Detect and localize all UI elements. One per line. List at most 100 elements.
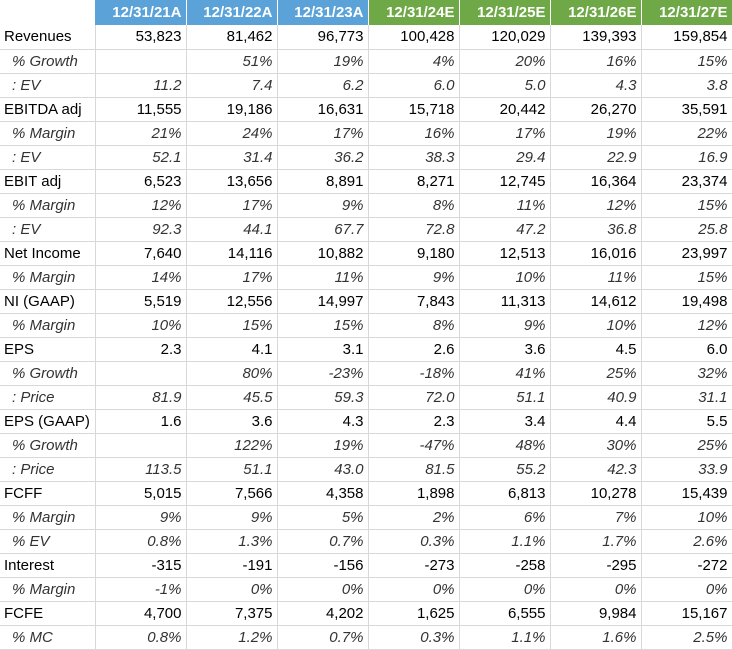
table-cell[interactable]: 3.4 bbox=[459, 409, 551, 434]
table-cell[interactable]: 15% bbox=[641, 265, 732, 290]
table-cell[interactable]: 17% bbox=[186, 265, 278, 290]
table-cell[interactable]: 67.7 bbox=[277, 217, 369, 242]
table-cell[interactable]: 10% bbox=[459, 265, 551, 290]
table-cell[interactable]: 25.8 bbox=[641, 217, 732, 242]
table-cell[interactable]: 10% bbox=[95, 313, 187, 338]
table-cell[interactable]: 16% bbox=[550, 49, 642, 74]
table-cell[interactable]: 12,745 bbox=[459, 169, 551, 194]
table-cell[interactable]: 17% bbox=[277, 121, 369, 146]
table-cell[interactable]: 25% bbox=[550, 361, 642, 386]
table-cell[interactable]: 43.0 bbox=[277, 457, 369, 482]
table-cell[interactable]: 47.2 bbox=[459, 217, 551, 242]
table-cell[interactable]: 0.7% bbox=[277, 529, 369, 554]
table-cell[interactable]: 11% bbox=[277, 265, 369, 290]
row-label[interactable]: EBITDA adj bbox=[0, 97, 96, 122]
table-cell[interactable]: 80% bbox=[186, 361, 278, 386]
row-label[interactable]: % Growth bbox=[0, 433, 96, 458]
table-cell[interactable]: 6.0 bbox=[368, 73, 460, 98]
table-cell[interactable]: 4.5 bbox=[550, 337, 642, 362]
table-cell[interactable]: 10,278 bbox=[550, 481, 642, 506]
table-cell[interactable]: -156 bbox=[277, 553, 369, 578]
table-cell[interactable]: -258 bbox=[459, 553, 551, 578]
table-cell[interactable]: 0% bbox=[641, 577, 732, 602]
row-label[interactable]: : EV bbox=[0, 145, 96, 170]
table-cell[interactable]: 10% bbox=[641, 505, 732, 530]
table-cell[interactable]: 12% bbox=[550, 193, 642, 218]
table-cell[interactable]: 17% bbox=[459, 121, 551, 146]
table-cell[interactable]: 14,116 bbox=[186, 241, 278, 266]
table-cell[interactable]: 2% bbox=[368, 505, 460, 530]
column-header[interactable]: 12/31/26E bbox=[550, 0, 642, 25]
table-cell[interactable]: 1,625 bbox=[368, 601, 460, 626]
column-header[interactable]: 12/31/27E bbox=[641, 0, 732, 25]
table-cell[interactable]: 15% bbox=[186, 313, 278, 338]
table-cell[interactable]: 0.8% bbox=[95, 625, 187, 650]
table-cell[interactable]: 81.9 bbox=[95, 385, 187, 410]
table-cell[interactable]: 2.6% bbox=[641, 529, 732, 554]
table-cell[interactable]: 9% bbox=[459, 313, 551, 338]
table-cell[interactable]: 2.5% bbox=[641, 625, 732, 650]
table-cell[interactable]: 11% bbox=[550, 265, 642, 290]
table-cell[interactable]: 19% bbox=[277, 49, 369, 74]
table-cell[interactable]: 11.2 bbox=[95, 73, 187, 98]
table-cell[interactable]: 45.5 bbox=[186, 385, 278, 410]
table-cell[interactable]: 7% bbox=[550, 505, 642, 530]
table-cell[interactable]: 19% bbox=[550, 121, 642, 146]
table-cell[interactable]: 6.0 bbox=[641, 337, 732, 362]
table-cell[interactable]: 21% bbox=[95, 121, 187, 146]
table-cell[interactable]: 51.1 bbox=[459, 385, 551, 410]
row-label[interactable]: % Margin bbox=[0, 265, 96, 290]
table-cell[interactable]: 0% bbox=[186, 577, 278, 602]
table-cell[interactable]: 33.9 bbox=[641, 457, 732, 482]
table-cell[interactable]: 16,631 bbox=[277, 97, 369, 122]
row-label[interactable]: FCFF bbox=[0, 481, 96, 506]
table-cell[interactable]: 100,428 bbox=[368, 25, 460, 50]
row-label[interactable]: % Margin bbox=[0, 121, 96, 146]
table-cell[interactable]: 159,854 bbox=[641, 25, 732, 50]
table-cell[interactable]: 1.7% bbox=[550, 529, 642, 554]
table-cell[interactable]: 1.2% bbox=[186, 625, 278, 650]
table-cell[interactable]: 6.2 bbox=[277, 73, 369, 98]
table-cell[interactable]: 4.3 bbox=[277, 409, 369, 434]
table-cell[interactable]: 3.6 bbox=[186, 409, 278, 434]
table-cell[interactable]: 38.3 bbox=[368, 145, 460, 170]
column-header[interactable]: 12/31/22A bbox=[186, 0, 278, 25]
row-label[interactable]: Revenues bbox=[0, 25, 96, 50]
table-cell[interactable]: 12% bbox=[95, 193, 187, 218]
table-cell[interactable]: 4,202 bbox=[277, 601, 369, 626]
table-cell[interactable]: 7,843 bbox=[368, 289, 460, 314]
table-cell[interactable]: 7.4 bbox=[186, 73, 278, 98]
column-header[interactable]: 12/31/24E bbox=[368, 0, 460, 25]
table-cell[interactable]: 9% bbox=[368, 265, 460, 290]
table-cell[interactable]: 9% bbox=[186, 505, 278, 530]
table-cell[interactable]: 4% bbox=[368, 49, 460, 74]
table-cell[interactable]: 14,997 bbox=[277, 289, 369, 314]
table-cell[interactable] bbox=[95, 49, 187, 74]
table-cell[interactable]: 9,984 bbox=[550, 601, 642, 626]
row-label[interactable]: % Margin bbox=[0, 193, 96, 218]
table-cell[interactable]: 29.4 bbox=[459, 145, 551, 170]
row-label[interactable]: NI (GAAP) bbox=[0, 289, 96, 314]
column-header[interactable]: 12/31/23A bbox=[277, 0, 369, 25]
row-label[interactable]: FCFE bbox=[0, 601, 96, 626]
table-cell[interactable]: 15,718 bbox=[368, 97, 460, 122]
table-cell[interactable]: 36.8 bbox=[550, 217, 642, 242]
table-cell[interactable]: 17% bbox=[186, 193, 278, 218]
table-cell[interactable]: 22% bbox=[641, 121, 732, 146]
table-cell[interactable]: 6% bbox=[459, 505, 551, 530]
row-label[interactable]: EPS bbox=[0, 337, 96, 362]
table-cell[interactable]: 113.5 bbox=[95, 457, 187, 482]
table-cell[interactable] bbox=[95, 361, 187, 386]
table-cell[interactable]: 10,882 bbox=[277, 241, 369, 266]
table-cell[interactable]: 40.9 bbox=[550, 385, 642, 410]
table-cell[interactable]: 5.5 bbox=[641, 409, 732, 434]
table-cell[interactable]: 4.3 bbox=[550, 73, 642, 98]
table-cell[interactable]: 1.6% bbox=[550, 625, 642, 650]
table-cell[interactable]: 12,513 bbox=[459, 241, 551, 266]
table-cell[interactable]: 6,813 bbox=[459, 481, 551, 506]
row-label[interactable]: % Margin bbox=[0, 313, 96, 338]
table-cell[interactable]: 12% bbox=[641, 313, 732, 338]
table-cell[interactable]: -295 bbox=[550, 553, 642, 578]
table-cell[interactable]: 81,462 bbox=[186, 25, 278, 50]
table-cell[interactable]: 0% bbox=[459, 577, 551, 602]
